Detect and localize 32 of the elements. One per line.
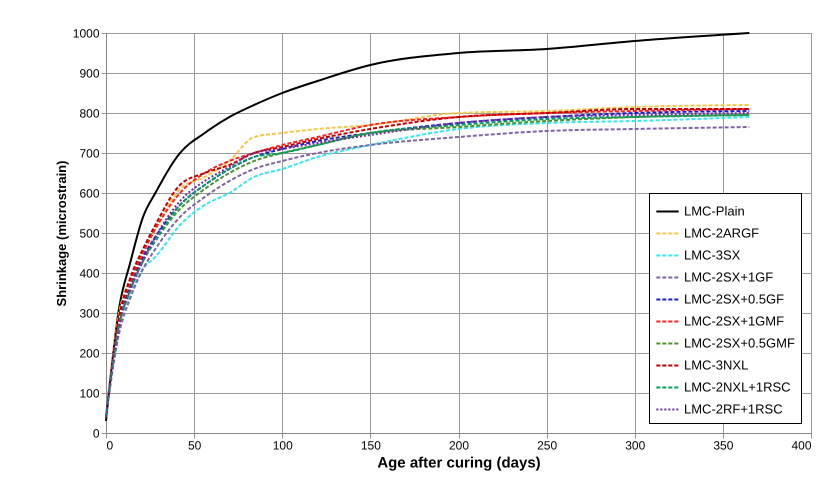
y-tick-label: 300: [79, 306, 100, 320]
y-axis-title: Shrinkage (microstrain): [54, 160, 69, 306]
x-axis-title: Age after curing (days): [377, 454, 541, 472]
x-tick-label: 50: [188, 438, 202, 452]
x-tick-label: 100: [272, 438, 294, 452]
legend-label: LMC-3NXL: [684, 358, 748, 372]
legend-label: LMC-2SX+1GMF: [684, 314, 784, 328]
y-tick-label: 0: [92, 426, 100, 440]
x-tick-label: 300: [625, 438, 646, 452]
x-tick-label: 350: [713, 438, 734, 452]
x-tick-label: 250: [537, 438, 558, 452]
legend-label: LMC-2ARGF: [684, 226, 760, 240]
legend-label: LMC-Plain: [684, 204, 745, 218]
y-tick-label: 600: [79, 186, 100, 200]
y-tick-label: 1000: [72, 26, 100, 40]
y-tick-label: 400: [79, 266, 100, 280]
legend-label: LMC-2RF+1RSC: [684, 402, 783, 416]
y-tick-label: 100: [79, 386, 100, 400]
y-tick-label: 800: [79, 106, 100, 120]
x-tick-label: 0: [106, 438, 114, 452]
y-tick-label: 500: [79, 226, 100, 240]
y-tick-label: 900: [79, 66, 100, 80]
legend-label: LMC-3SX: [684, 248, 741, 262]
legend-label: LMC-2SX+1GF: [684, 270, 774, 284]
x-tick-label: 400: [791, 438, 812, 452]
legend-label: LMC-2NXL+1RSC: [684, 380, 791, 394]
x-tick-label: 200: [448, 438, 470, 452]
y-tick-label: 200: [79, 346, 100, 360]
legend-label: LMC-2SX+0.5GF: [684, 292, 784, 306]
legend-label: LMC-2SX+0.5GMF: [684, 336, 795, 350]
x-tick-label: 150: [360, 438, 382, 452]
y-tick-label: 700: [79, 146, 100, 160]
